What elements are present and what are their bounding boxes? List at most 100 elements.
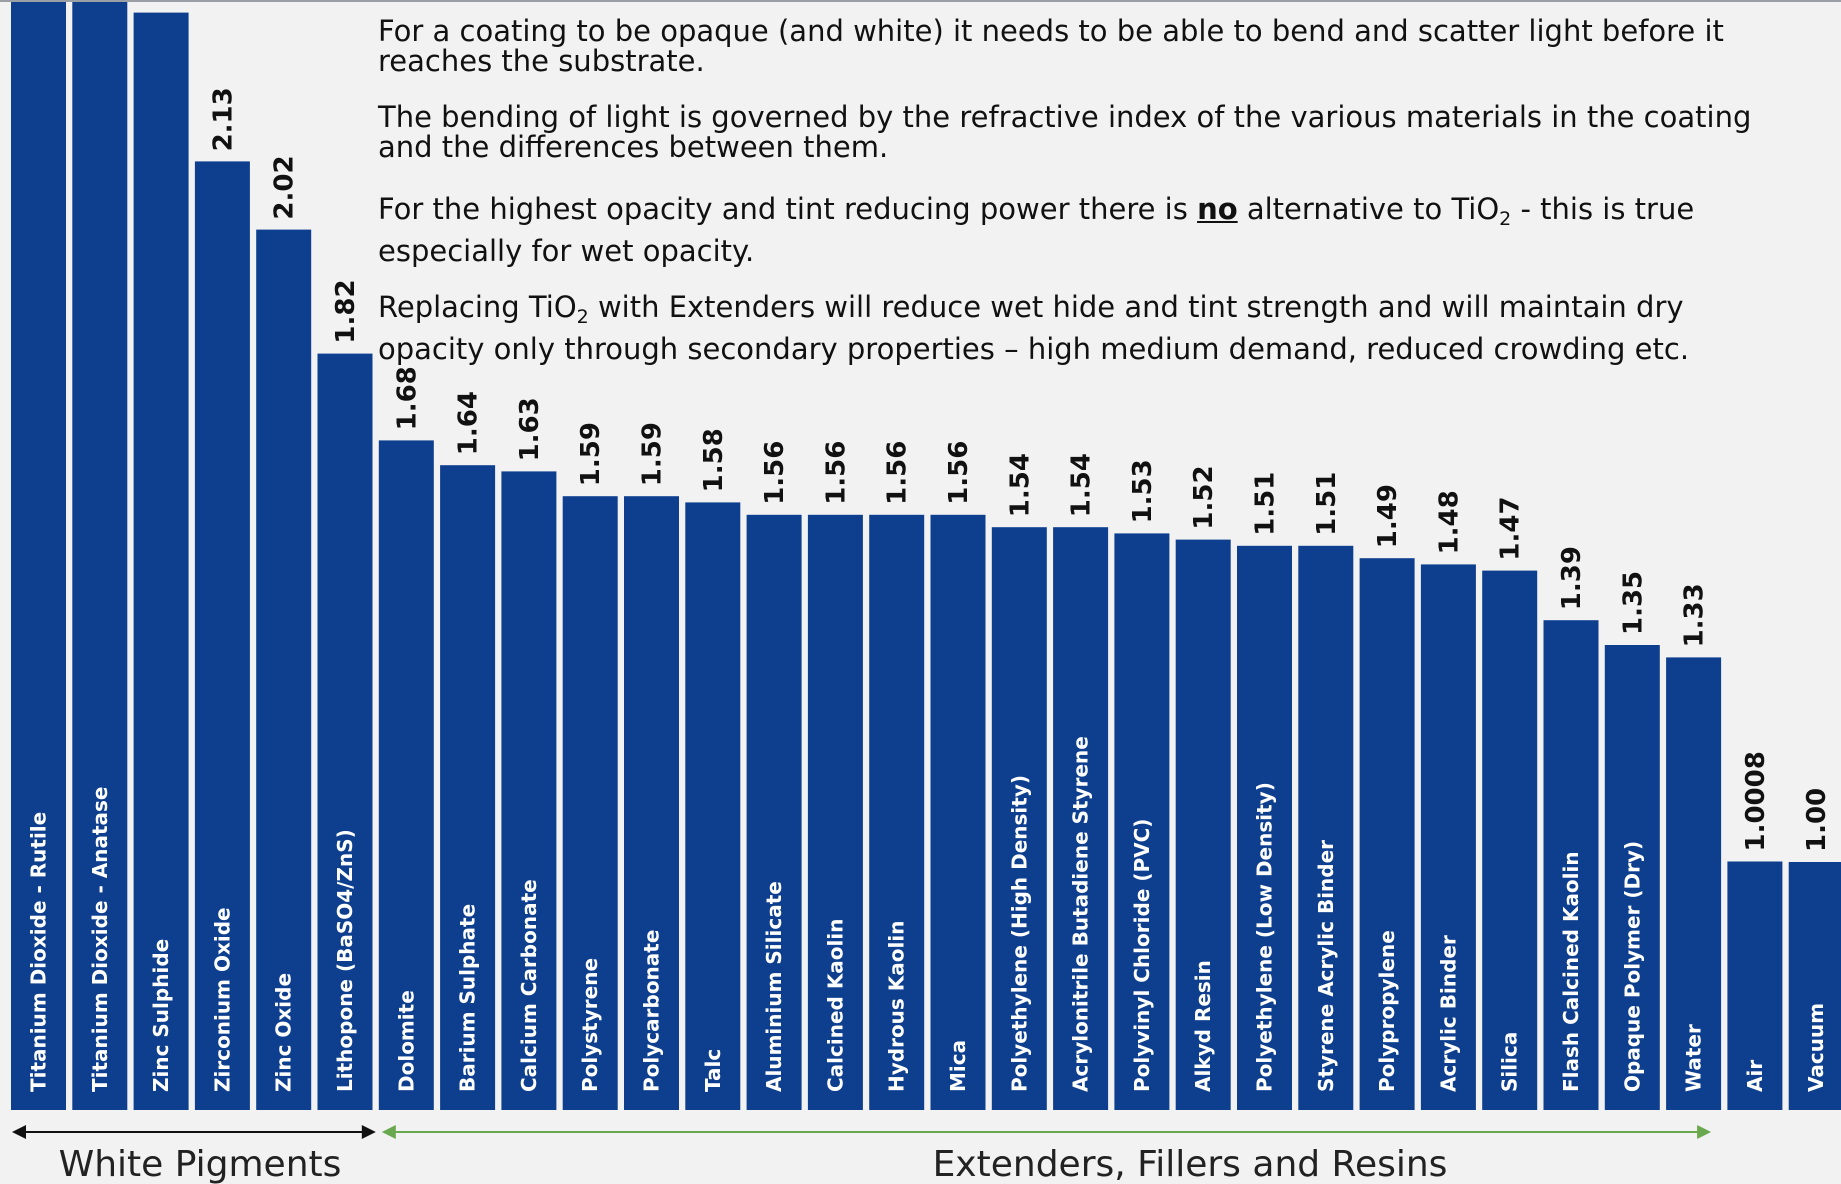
category-label-talc: Talc: [701, 1049, 725, 1092]
note-paragraph-3: For the highest opacity and tint reducin…: [378, 188, 1798, 272]
note-subscript-4: 2: [576, 306, 589, 328]
value-label-lithopone-baso4-zns: 1.82: [331, 279, 361, 343]
value-label-barium-sulphate: 1.64: [454, 391, 484, 455]
value-label-zinc-oxide: 2.02: [270, 155, 300, 219]
bar-talc: [685, 502, 741, 1110]
bar-aluminium-silicate: [746, 514, 802, 1110]
category-label-zinc-oxide: Zinc Oxide: [272, 973, 296, 1092]
bar-polypropylene: [1359, 558, 1415, 1110]
note-text-4b: with Extenders will reduce wet hide and …: [378, 290, 1690, 366]
note-paragraph-1: For a coating to be opaque (and white) i…: [378, 16, 1798, 76]
value-label-polyethylene-high-density: 1.54: [1005, 453, 1035, 517]
category-label-hydrous-kaolin: Hydrous Kaolin: [885, 921, 909, 1092]
value-label-calcined-kaolin: 1.56: [821, 441, 851, 505]
bar-flash-calcined-kaolin: [1543, 620, 1599, 1110]
extenders-arrow-left-head: [381, 1125, 396, 1139]
category-label-polypropylene: Polypropylene: [1375, 930, 1399, 1092]
category-label-aluminium-silicate: Aluminium Silicate: [762, 881, 786, 1092]
bar-alkyd-resin: [1175, 539, 1231, 1110]
note-subscript-3: 2: [1499, 208, 1512, 230]
note-text-4a: Replacing TiO: [378, 290, 577, 324]
value-label-water: 1.33: [1680, 583, 1710, 647]
category-label-polyethylene-low-density: Polyethylene (Low Density): [1253, 782, 1277, 1092]
category-label-silica: Silica: [1498, 1032, 1522, 1092]
value-label-flash-calcined-kaolin: 1.39: [1557, 546, 1587, 610]
category-label-opaque-polymer-dry: Opaque Polymer (Dry): [1620, 841, 1644, 1092]
bar-mica: [930, 514, 986, 1110]
value-label-aluminium-silicate: 1.56: [760, 441, 790, 505]
note-text-3a: For the highest opacity and tint reducin…: [378, 192, 1198, 226]
value-label-polycarbonate: 1.59: [638, 422, 668, 486]
category-label-calcined-kaolin: Calcined Kaolin: [823, 918, 847, 1092]
bar-polyethylene-low-density: [1237, 545, 1292, 1110]
bar-titanium-dioxide-rutile: [11, 2, 66, 1110]
category-label-acrylic-binder: Acrylic Binder: [1436, 935, 1460, 1092]
category-label-dolomite: Dolomite: [394, 990, 418, 1092]
explanation-notes: For a coating to be opaque (and white) i…: [378, 16, 1798, 384]
category-label-barium-sulphate: Barium Sulphate: [456, 904, 480, 1092]
bar-calcined-kaolin: [807, 514, 863, 1110]
value-label-dolomite: 1.68: [392, 366, 422, 430]
value-label-hydrous-kaolin: 1.56: [883, 441, 913, 505]
category-label-mica: Mica: [946, 1040, 970, 1092]
value-label-talc: 1.58: [699, 428, 729, 492]
category-label-lithopone-baso4-zns: Lithopone (BaSO4/ZnS): [333, 829, 357, 1092]
category-label-polystyrene: Polystyrene: [578, 958, 602, 1092]
note-text-2: The bending of light is governed by the …: [378, 100, 1752, 164]
note-paragraph-2: The bending of light is governed by the …: [378, 102, 1798, 162]
category-label-air: Air: [1743, 1060, 1767, 1092]
value-label-polyethylene-low-density: 1.51: [1251, 472, 1281, 536]
category-label-vacuum: Vacuum: [1804, 1003, 1828, 1092]
note-emphasis-no: no: [1197, 192, 1238, 226]
extenders-arrow-right-head: [1697, 1125, 1712, 1139]
bar-barium-sulphate: [440, 465, 496, 1110]
bar-zirconium-oxide: [194, 161, 250, 1110]
value-label-alkyd-resin: 1.52: [1189, 465, 1219, 529]
value-label-vacuum: 1.00: [1802, 788, 1832, 852]
bar-calcium-carbonate: [501, 471, 557, 1110]
category-label-acrylonitrile-butadiene-styrene: Acrylonitrile Butadiene Styrene: [1069, 736, 1093, 1092]
value-label-polystyrene: 1.59: [576, 422, 606, 486]
value-label-air: 1.0008: [1741, 751, 1771, 851]
value-label-styrene-acrylic-binder: 1.51: [1312, 472, 1342, 536]
value-label-silica: 1.47: [1496, 496, 1526, 560]
category-label-titanium-dioxide-rutile: Titanium Dioxide - Rutile: [27, 812, 51, 1092]
bar-water: [1666, 657, 1722, 1110]
value-label-polyvinyl-chloride-pvc: 1.53: [1128, 459, 1158, 523]
category-label-polycarbonate: Polycarbonate: [640, 930, 664, 1092]
bar-lithopone-baso4-zns: [317, 353, 373, 1111]
bar-polystyrene: [562, 496, 618, 1110]
category-label-polyvinyl-chloride-pvc: Polyvinyl Chloride (PVC): [1130, 819, 1154, 1092]
value-label-acrylic-binder: 1.48: [1434, 490, 1464, 554]
value-label-polypropylene: 1.49: [1373, 484, 1403, 548]
note-paragraph-4: Replacing TiO2 with Extenders will reduc…: [378, 286, 1798, 370]
group-label-extenders: Extenders, Fillers and Resins: [933, 1144, 1448, 1184]
bar-opaque-polymer-dry: [1604, 645, 1660, 1110]
note-text-3b: alternative to TiO: [1237, 192, 1500, 226]
bar-polycarbonate: [624, 496, 679, 1110]
bar-zinc-sulphide: [133, 12, 189, 1111]
bar-silica: [1482, 570, 1538, 1110]
category-label-polyethylene-high-density: Polyethylene (High Density): [1007, 775, 1031, 1092]
category-label-titanium-dioxide-anatase: Titanium Dioxide - Anatase: [88, 787, 112, 1093]
bar-polyethylene-high-density: [991, 527, 1047, 1110]
value-label-zirconium-oxide: 2.13: [208, 87, 238, 151]
value-label-calcium-carbonate: 1.63: [515, 397, 545, 461]
group-label-white-pigments: White Pigments: [59, 1144, 342, 1184]
category-label-zirconium-oxide: Zirconium Oxide: [210, 907, 234, 1092]
bar-acrylonitrile-butadiene-styrene: [1053, 527, 1109, 1110]
value-label-opaque-polymer-dry: 1.35: [1618, 571, 1648, 635]
note-text-3c: - this is true especially for wet opacit…: [378, 192, 1695, 268]
bar-vacuum: [1788, 862, 1841, 1110]
bar-acrylic-binder: [1420, 564, 1476, 1110]
category-label-flash-calcined-kaolin: Flash Calcined Kaolin: [1559, 851, 1583, 1092]
value-label-acrylonitrile-butadiene-styrene: 1.54: [1067, 453, 1097, 517]
category-label-styrene-acrylic-binder: Styrene Acrylic Binder: [1314, 840, 1338, 1092]
bar-polyvinyl-chloride-pvc: [1114, 533, 1170, 1110]
note-text-1: For a coating to be opaque (and white) i…: [378, 14, 1724, 78]
value-label-mica: 1.56: [944, 441, 974, 505]
value-label-zinc-sulphide: 2.37: [147, 2, 177, 3]
bar-zinc-oxide: [256, 229, 312, 1111]
